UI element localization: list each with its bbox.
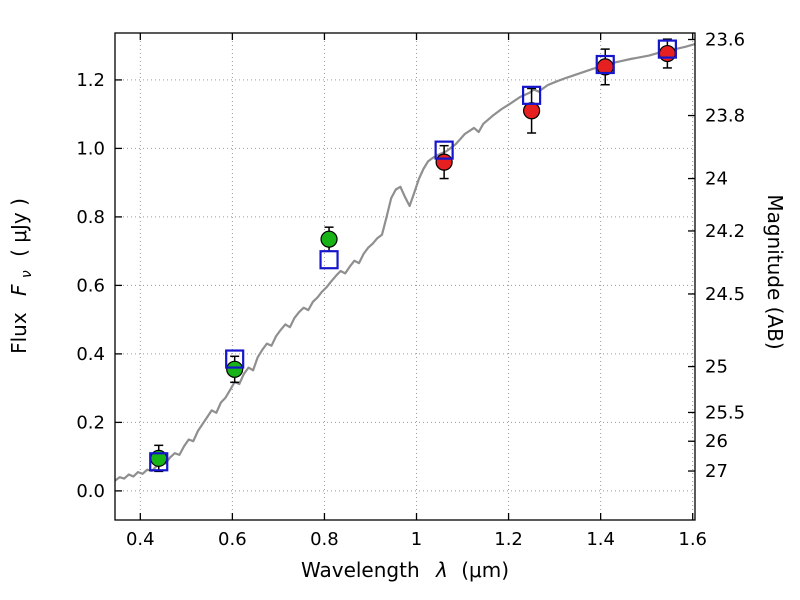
svg-text:0.4: 0.4	[126, 529, 155, 550]
x-axis-unit: (μm)	[461, 558, 509, 582]
flux-label-text: Flux	[7, 312, 31, 354]
lambda-symbol: λ	[435, 558, 448, 582]
svg-text:26: 26	[705, 431, 728, 452]
y-tick-labels-right: 23.6 23.8 24 24.2 24.5 25 25.5 26 27	[705, 30, 745, 483]
svg-text:24.2: 24.2	[705, 221, 745, 242]
svg-text:25.5: 25.5	[705, 402, 745, 423]
svg-text:0.0: 0.0	[76, 481, 105, 502]
flux-symbol: F	[7, 284, 31, 296]
svg-text:0.8: 0.8	[310, 529, 339, 550]
flux-unit: ( μJy )	[7, 198, 31, 257]
svg-text:24.5: 24.5	[705, 284, 745, 305]
svg-text:1: 1	[411, 529, 422, 550]
svg-text:24: 24	[705, 169, 728, 190]
flux-symbol-subscript: ν	[19, 270, 35, 278]
y-tick-labels-left: 0.0 0.2 0.4 0.6 0.8 1.0 1.2	[76, 70, 105, 502]
plot-border	[114, 32, 696, 521]
observed-points-red	[435, 38, 676, 180]
svg-text:1.4: 1.4	[586, 529, 615, 550]
svg-text:0.6: 0.6	[218, 529, 247, 550]
observed-points-green	[150, 226, 338, 473]
svg-text:23.8: 23.8	[705, 106, 745, 127]
y-axis-label-right: Magnitude (AB)	[763, 194, 787, 349]
svg-text:25: 25	[705, 357, 728, 378]
svg-text:0.4: 0.4	[76, 344, 105, 365]
svg-text:23.6: 23.6	[705, 30, 745, 51]
model-spectrum-line	[114, 42, 696, 482]
svg-text:1.2: 1.2	[494, 529, 523, 550]
x-tick-labels: 0.4 0.6 0.8 1 1.2 1.4 1.6	[126, 529, 707, 550]
svg-text:0.8: 0.8	[76, 207, 105, 228]
svg-text:1.0: 1.0	[76, 138, 105, 159]
svg-text:1.2: 1.2	[76, 70, 105, 91]
y-axis-label-left: Flux F ν ( μJy )	[7, 198, 36, 354]
model-photometry-squares	[149, 39, 677, 472]
x-axis-label-text: Wavelength	[301, 558, 420, 582]
axis-ticks	[115, 33, 695, 520]
x-axis-label: Wavelength λ (μm)	[301, 558, 509, 582]
gridlines	[115, 33, 695, 520]
svg-text:0.2: 0.2	[76, 412, 105, 433]
svg-text:0.6: 0.6	[76, 275, 105, 296]
svg-text:1.6: 1.6	[678, 529, 707, 550]
svg-text:27: 27	[705, 461, 728, 482]
